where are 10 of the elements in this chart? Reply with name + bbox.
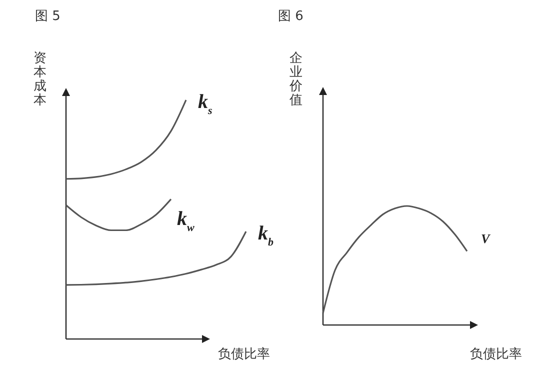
x-axis-title: 负债比率 xyxy=(470,346,522,362)
series-label: k$_{s}$ xyxy=(198,91,212,117)
series-label: k$_{w}$ xyxy=(177,208,195,234)
chart-title: 图 6 xyxy=(278,9,304,24)
y-axis-title: 资本成本 xyxy=(34,51,46,108)
chart-title: 图 5 xyxy=(35,9,60,24)
y-axis-title: 企业价值 xyxy=(288,51,302,108)
series-label: V xyxy=(481,231,491,246)
x-axis-title: 负债比率 xyxy=(218,346,270,362)
series-label: k$_{b}$ xyxy=(258,222,274,248)
